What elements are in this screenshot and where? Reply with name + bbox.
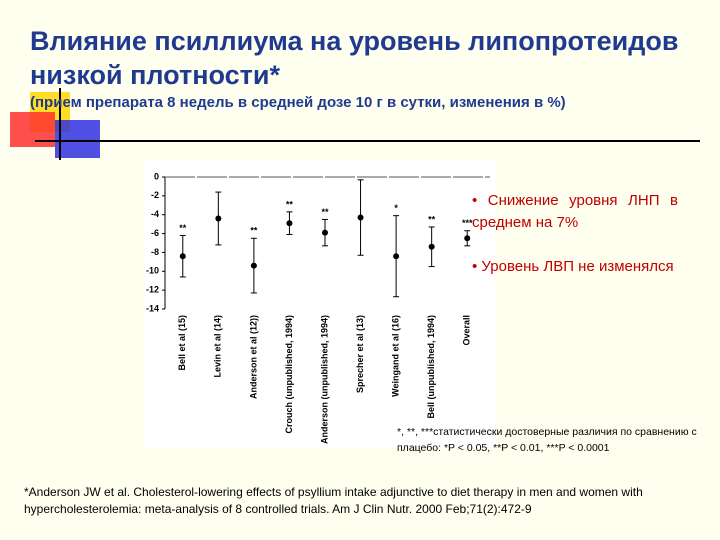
y-tick-label: 0 [154,171,159,181]
note: • Уровень ЛВП не изменялся [472,256,678,278]
x-tick-label: Levin et al (14) [213,315,223,378]
note: • Снижение уровня ЛНП в среднем на 7% [472,190,678,234]
chart-bg [145,160,495,448]
y-tick-label: -8 [151,247,159,257]
y-tick-label: -2 [151,190,159,200]
y-tick-label: -14 [146,303,159,313]
note-text: Уровень ЛВП не изменялся [481,258,674,275]
point [428,243,435,250]
bullet: • [472,258,482,275]
square [55,120,100,158]
x-tick-label: Bell (unpublished, 1994) [426,315,436,419]
x-tick-label: Anderson (unpublished, 1994) [319,315,329,444]
point [357,214,364,221]
title: Влияние псиллиума на уровень липопротеид… [30,26,679,90]
x-tick-label: Bell et al (15) [177,315,187,371]
point [464,235,471,242]
y-tick-label: -12 [146,285,159,295]
reference: *Anderson JW et al. Cholesterol-lowering… [24,485,643,516]
significance: ** [428,214,436,224]
x-tick-label: Weingand et al (16) [390,315,400,397]
footnote: *, **, ***статистически достоверные разл… [397,426,697,454]
subtitle: (прием препарата 8 недель в средней дозе… [30,94,566,111]
point [393,253,400,260]
significance: ** [179,223,187,233]
x-tick-label: Crouch (unpublished, 1994) [284,315,294,434]
significance: *** [462,218,473,228]
y-tick-label: -10 [146,266,159,276]
point [322,229,328,236]
x-tick-label: Sprecher et al (13) [355,315,365,393]
y-tick-label: -4 [151,209,159,219]
significance: * [394,203,398,213]
bullet: • [472,192,488,209]
x-tick-label: Overall [462,315,472,346]
significance: ** [250,226,258,236]
point [286,220,293,227]
notes: • Снижение уровня ЛНП в среднем на 7% • … [472,190,678,300]
point [250,262,257,269]
significance: ** [321,207,329,217]
point [215,215,222,222]
significance: ** [286,199,294,209]
note-text: Снижение уровня ЛНП в среднем на 7% [472,192,678,231]
point [179,253,186,260]
x-tick-label: Anderson et al (12)) [248,315,258,399]
y-tick-label: -6 [151,228,159,238]
